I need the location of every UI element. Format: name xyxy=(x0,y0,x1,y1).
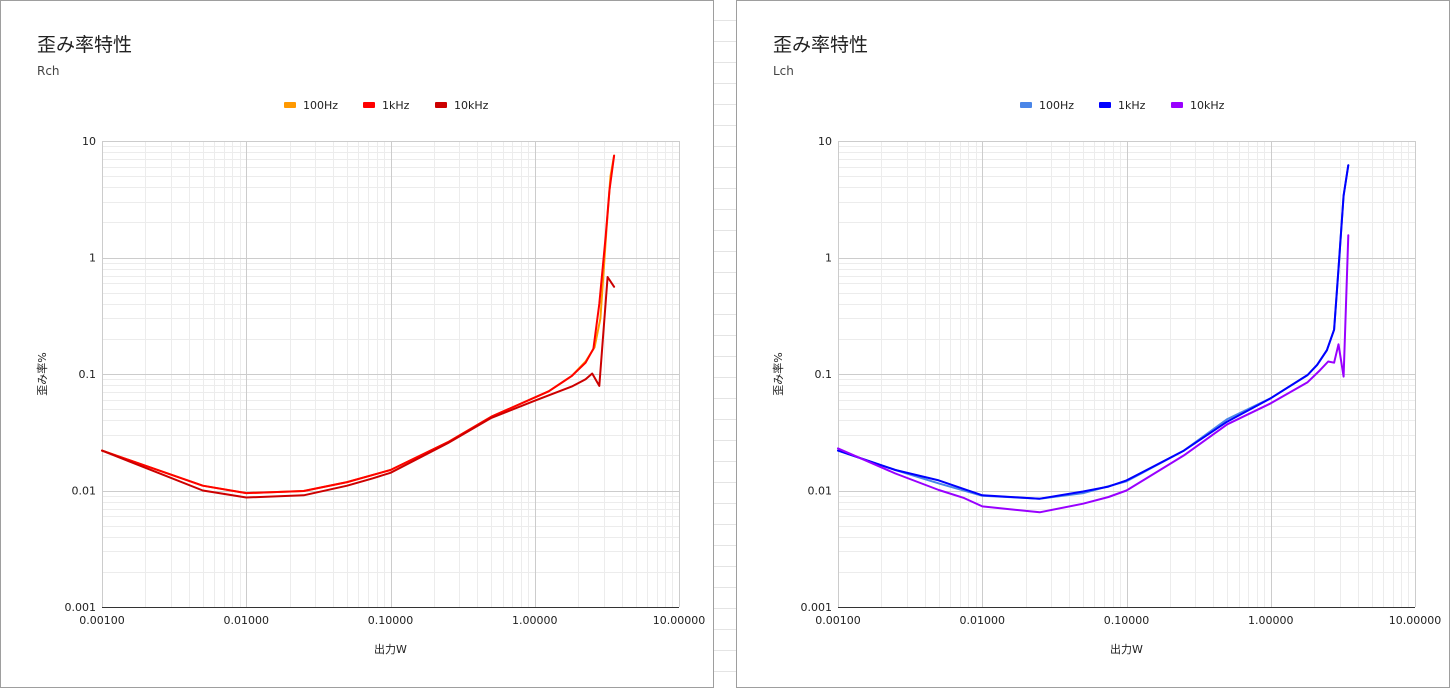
series-line-1khz xyxy=(101,154,616,495)
legend-swatch xyxy=(284,102,296,108)
legend-label: 1kHz xyxy=(382,99,410,112)
legend-item-1khz[interactable]: 1kHz xyxy=(1099,99,1146,112)
series-line-1khz xyxy=(837,164,1350,500)
y-axis-title: 歪み率% xyxy=(771,352,785,395)
legend-label: 1kHz xyxy=(1118,99,1146,112)
chart-panel-lch: 歪み率特性 Lch 0.00100 0.01000 0.10000 1.00000 10.0… xyxy=(736,0,1450,688)
legend-item-10khz[interactable]: 10kHz xyxy=(1171,99,1225,112)
legend-swatch xyxy=(1171,102,1183,108)
y-tick-label: 0.001 xyxy=(801,601,833,614)
y-tick-label: 0.01 xyxy=(808,485,833,498)
legend-label: 100Hz xyxy=(1039,99,1074,112)
chart-panel-rch: 歪み率特性 Rch 0.00100 0.01000 0.10000 1.00000 10.0… xyxy=(0,0,714,688)
x-axis-title: 出力W xyxy=(374,642,407,656)
series-line-10khz xyxy=(837,234,1350,514)
legend-label: 10kHz xyxy=(1190,99,1225,112)
x-tick-label: 0.00100 xyxy=(815,614,861,627)
legend-swatch xyxy=(363,102,375,108)
x-tick-label: 0.00100 xyxy=(79,614,125,627)
chart-subtitle: Rch xyxy=(37,64,60,78)
x-tick-label: 1.00000 xyxy=(512,614,558,627)
legend-item-1khz[interactable]: 1kHz xyxy=(363,99,410,112)
y-tick-label: 10 xyxy=(818,135,832,148)
legend-label: 100Hz xyxy=(303,99,338,112)
x-tick-label: 0.01000 xyxy=(960,614,1006,627)
y-tick-label: 0.001 xyxy=(65,601,97,614)
x-tick-label: 0.01000 xyxy=(224,614,270,627)
legend-label: 10kHz xyxy=(454,99,489,112)
y-tick-label: 10 xyxy=(82,135,96,148)
background-strip xyxy=(714,0,736,690)
x-axis-title: 出力W xyxy=(1110,642,1143,656)
x-tick-label: 10.00000 xyxy=(1389,614,1442,627)
chart-title: 歪み率特性 xyxy=(37,34,132,56)
x-tick-label: 1.00000 xyxy=(1248,614,1294,627)
x-tick-label: 10.00000 xyxy=(653,614,706,627)
series-line-10khz xyxy=(101,276,616,499)
chart-title: 歪み率特性 xyxy=(773,34,868,56)
y-tick-label: 1 xyxy=(89,252,96,265)
y-tick-label: 0.1 xyxy=(79,368,97,381)
legend-item-100hz[interactable]: 100Hz xyxy=(1020,99,1074,112)
legend-item-10khz[interactable]: 10kHz xyxy=(435,99,489,112)
x-tick-label: 0.10000 xyxy=(368,614,414,627)
legend-swatch xyxy=(1099,102,1111,108)
x-tick-label: 0.10000 xyxy=(1104,614,1150,627)
legend-swatch xyxy=(1020,102,1032,108)
y-axis-title: 歪み率% xyxy=(35,352,49,395)
major-grid xyxy=(102,141,680,608)
legend-item-100hz[interactable]: 100Hz xyxy=(284,99,338,112)
legend-swatch xyxy=(435,102,447,108)
y-tick-label: 0.01 xyxy=(72,485,97,498)
y-tick-label: 1 xyxy=(825,252,832,265)
chart-subtitle: Lch xyxy=(773,64,794,78)
y-tick-label: 0.1 xyxy=(815,368,833,381)
